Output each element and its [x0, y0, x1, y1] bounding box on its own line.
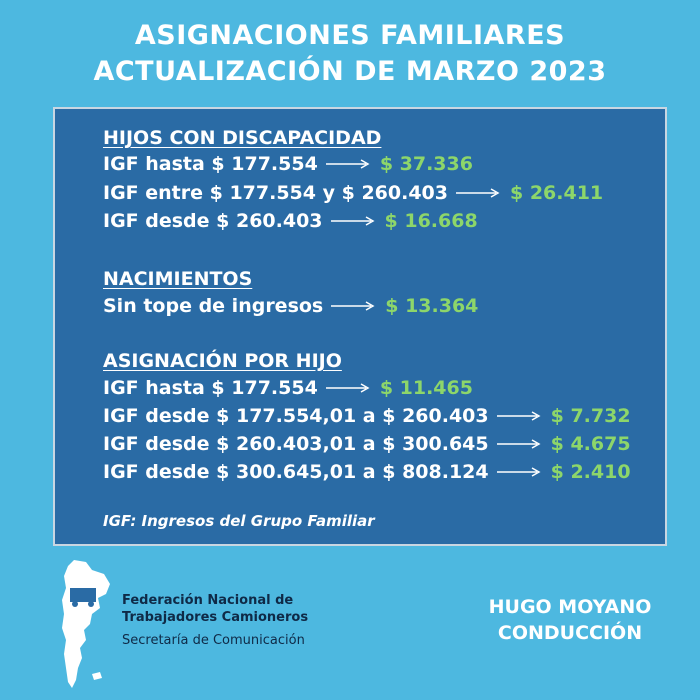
- row-amount: $ 2.410: [550, 461, 631, 483]
- disability-row-2: IGF entre $ 177.554 y $ 260.403 $ 26.411: [103, 182, 603, 204]
- row-label: Sin tope de ingresos: [103, 295, 324, 317]
- row-label: IGF entre $ 177.554 y $ 260.403: [103, 182, 448, 204]
- arrow-icon: [325, 159, 370, 169]
- argentina-map-logo-icon: [62, 560, 110, 688]
- arrow-icon: [331, 301, 375, 311]
- row-amount: $ 16.668: [384, 210, 478, 232]
- section-title-births: NACIMIENTOS: [103, 268, 253, 290]
- arrow-icon: [330, 216, 375, 226]
- disability-row-1: IGF hasta $ 177.554 $ 37.336: [103, 153, 473, 175]
- row-amount: $ 13.364: [385, 295, 479, 317]
- info-panel: HIJOS CON DISCAPACIDAD IGF hasta $ 177.5…: [53, 107, 667, 546]
- disability-row-3: IGF desde $ 260.403 $ 16.668: [103, 210, 478, 232]
- row-label: IGF hasta $ 177.554: [103, 153, 318, 175]
- row-amount: $ 37.336: [379, 153, 473, 175]
- signature-line1: HUGO MOYANO: [488, 596, 652, 618]
- signature-block: HUGO MOYANO CONDUCCIÓN: [480, 594, 660, 646]
- arrow-icon: [325, 383, 370, 393]
- section-title-disability: HIJOS CON DISCAPACIDAD: [103, 127, 382, 149]
- per-child-row-2: IGF desde $ 177.554,01 a $ 260.403 $ 7.7…: [103, 405, 631, 427]
- arrow-icon: [496, 411, 541, 421]
- row-label: IGF desde $ 260.403: [103, 210, 323, 232]
- per-child-row-1: IGF hasta $ 177.554 $ 11.465: [103, 377, 473, 399]
- signature-line2: CONDUCCIÓN: [497, 622, 643, 644]
- header-title-line2: ACTUALIZACIÓN DE MARZO 2023: [93, 56, 607, 87]
- births-row-1: Sin tope de ingresos $ 13.364: [103, 295, 478, 317]
- org-department: Secretaría de Comunicación: [122, 633, 305, 648]
- arrow-icon: [496, 439, 541, 449]
- arrow-icon: [496, 467, 541, 477]
- row-label: IGF desde $ 300.645,01 a $ 808.124: [103, 461, 489, 483]
- org-name-line1: Federación Nacional de: [122, 593, 294, 608]
- row-amount: $ 26.411: [510, 182, 604, 204]
- per-child-row-4: IGF desde $ 300.645,01 a $ 808.124 $ 2.4…: [103, 461, 631, 483]
- row-label: IGF hasta $ 177.554: [103, 377, 318, 399]
- row-label: IGF desde $ 260.403,01 a $ 300.645: [103, 433, 489, 455]
- row-amount: $ 11.465: [379, 377, 473, 399]
- footnote: IGF: Ingresos del Grupo Familiar: [103, 512, 375, 530]
- org-name-line2: Trabajadores Camioneros: [122, 610, 309, 625]
- section-title-per-child: ASIGNACIÓN POR HIJO: [103, 350, 342, 372]
- row-label: IGF desde $ 177.554,01 a $ 260.403: [103, 405, 489, 427]
- row-amount: $ 4.675: [550, 433, 631, 455]
- header-title-line1: ASIGNACIONES FAMILIARES: [134, 20, 566, 51]
- per-child-row-3: IGF desde $ 260.403,01 a $ 300.645 $ 4.6…: [103, 433, 631, 455]
- page-header: ASIGNACIONES FAMILIARES ACTUALIZACIÓN DE…: [0, 18, 700, 90]
- organization-block: Federación Nacional de Trabajadores Cami…: [122, 592, 308, 649]
- row-amount: $ 7.732: [550, 405, 631, 427]
- arrow-icon: [456, 188, 500, 198]
